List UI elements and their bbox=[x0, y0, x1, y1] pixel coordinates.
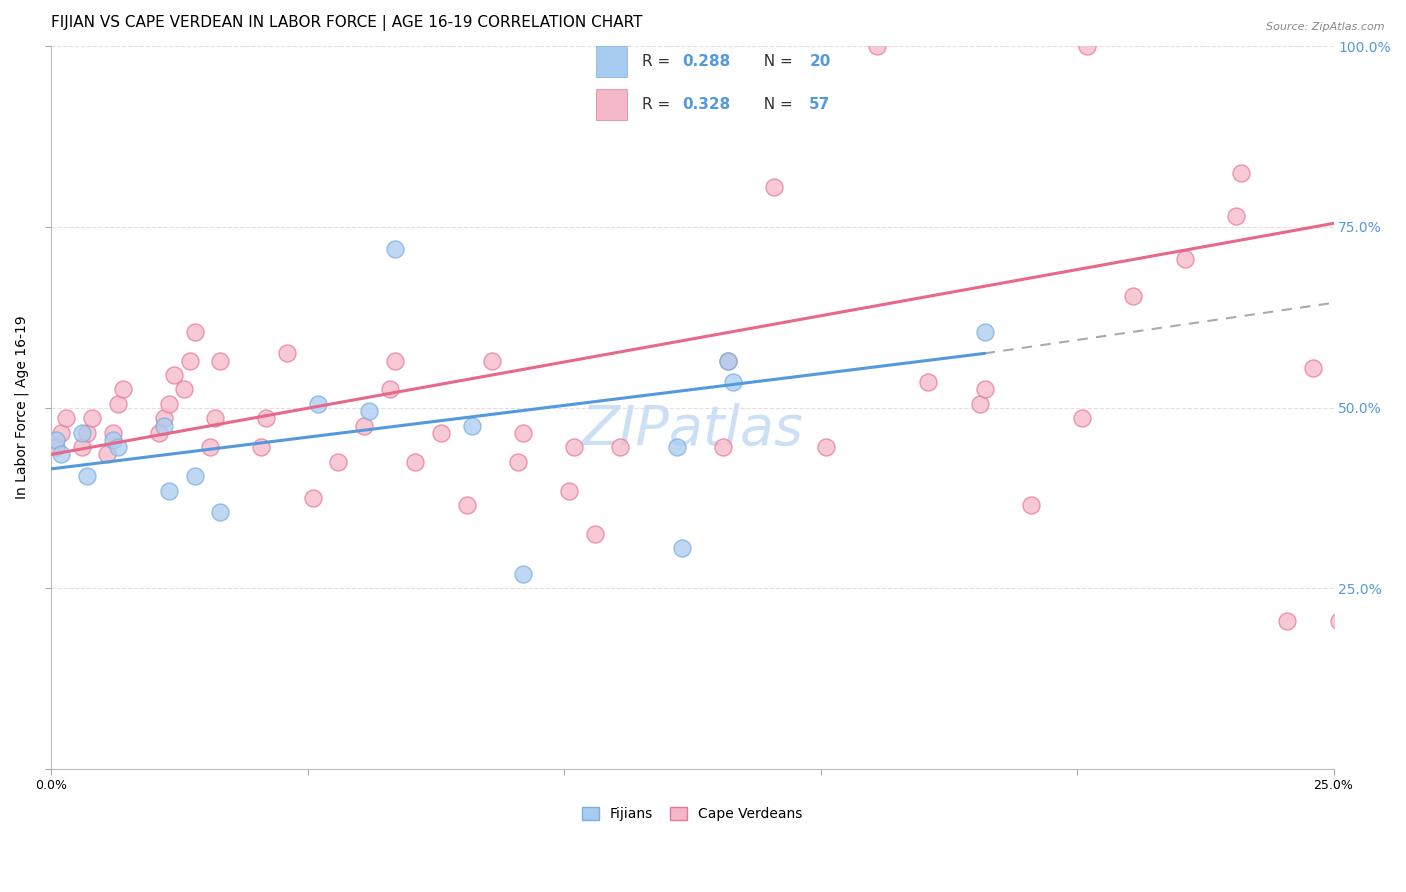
Point bbox=[256, 411, 278, 425]
Point bbox=[430, 425, 453, 440]
Point bbox=[717, 353, 740, 368]
Point bbox=[1225, 209, 1247, 223]
Point bbox=[609, 440, 631, 454]
FancyBboxPatch shape bbox=[596, 89, 627, 120]
FancyBboxPatch shape bbox=[596, 46, 627, 77]
Text: 0.328: 0.328 bbox=[682, 97, 731, 112]
Point bbox=[814, 440, 837, 454]
Point bbox=[384, 353, 406, 368]
Point bbox=[111, 383, 134, 397]
Point bbox=[204, 411, 226, 425]
Point bbox=[101, 433, 124, 447]
Point bbox=[157, 397, 180, 411]
Point bbox=[250, 440, 273, 454]
Point bbox=[1333, 144, 1355, 158]
Point bbox=[717, 353, 740, 368]
Point bbox=[460, 418, 482, 433]
Text: 0.288: 0.288 bbox=[682, 54, 731, 69]
Point bbox=[506, 455, 529, 469]
Point bbox=[359, 404, 381, 418]
Point bbox=[404, 455, 426, 469]
Point bbox=[1230, 166, 1253, 180]
Point bbox=[70, 425, 93, 440]
Point bbox=[866, 39, 889, 54]
Point bbox=[969, 397, 991, 411]
Point bbox=[179, 353, 201, 368]
Point bbox=[276, 346, 298, 360]
Point bbox=[183, 469, 205, 483]
Point bbox=[1174, 252, 1197, 267]
Point bbox=[70, 440, 93, 454]
Point bbox=[481, 353, 503, 368]
Y-axis label: In Labor Force | Age 16-19: In Labor Force | Age 16-19 bbox=[15, 316, 30, 500]
Point bbox=[45, 433, 67, 447]
Point bbox=[973, 325, 995, 339]
Point bbox=[558, 483, 581, 498]
Text: 20: 20 bbox=[810, 54, 831, 69]
Point bbox=[917, 376, 939, 390]
Point bbox=[328, 455, 350, 469]
Point bbox=[148, 425, 170, 440]
Point bbox=[163, 368, 186, 382]
Point bbox=[763, 180, 786, 194]
Point bbox=[198, 440, 221, 454]
Point bbox=[665, 440, 688, 454]
Point bbox=[153, 418, 176, 433]
Point bbox=[153, 411, 176, 425]
Point bbox=[76, 425, 98, 440]
Point bbox=[583, 527, 606, 541]
Point bbox=[209, 505, 232, 519]
Point bbox=[96, 447, 118, 461]
Point bbox=[456, 498, 478, 512]
Point bbox=[1302, 360, 1324, 375]
Point bbox=[711, 440, 734, 454]
Text: R =: R = bbox=[643, 54, 675, 69]
Point bbox=[51, 425, 73, 440]
Point bbox=[45, 440, 67, 454]
Point bbox=[723, 376, 745, 390]
Point bbox=[80, 411, 103, 425]
Point bbox=[55, 411, 77, 425]
Point bbox=[51, 447, 73, 461]
Point bbox=[157, 483, 180, 498]
Point bbox=[107, 397, 129, 411]
Point bbox=[1327, 614, 1350, 628]
Point bbox=[1076, 39, 1098, 54]
Point bbox=[307, 397, 329, 411]
Point bbox=[1277, 614, 1299, 628]
Text: N =: N = bbox=[754, 54, 797, 69]
Point bbox=[101, 425, 124, 440]
Point bbox=[173, 383, 195, 397]
Legend: Fijians, Cape Verdeans: Fijians, Cape Verdeans bbox=[576, 802, 808, 827]
Text: 57: 57 bbox=[810, 97, 831, 112]
Point bbox=[353, 418, 375, 433]
Point bbox=[378, 383, 401, 397]
Point bbox=[209, 353, 232, 368]
Point bbox=[107, 440, 129, 454]
Point bbox=[671, 541, 693, 556]
Point bbox=[1071, 411, 1094, 425]
Point bbox=[301, 491, 323, 505]
Text: Source: ZipAtlas.com: Source: ZipAtlas.com bbox=[1267, 22, 1385, 32]
Point bbox=[183, 325, 205, 339]
Point bbox=[1019, 498, 1042, 512]
Text: R =: R = bbox=[643, 97, 675, 112]
Point bbox=[76, 469, 98, 483]
Point bbox=[562, 440, 585, 454]
Point bbox=[512, 566, 534, 581]
Text: N =: N = bbox=[754, 97, 797, 112]
Point bbox=[1122, 288, 1144, 302]
Point bbox=[973, 383, 995, 397]
Text: FIJIAN VS CAPE VERDEAN IN LABOR FORCE | AGE 16-19 CORRELATION CHART: FIJIAN VS CAPE VERDEAN IN LABOR FORCE | … bbox=[51, 15, 643, 31]
Point bbox=[384, 242, 406, 256]
Point bbox=[512, 425, 534, 440]
Text: ZIPatlas: ZIPatlas bbox=[581, 402, 803, 456]
